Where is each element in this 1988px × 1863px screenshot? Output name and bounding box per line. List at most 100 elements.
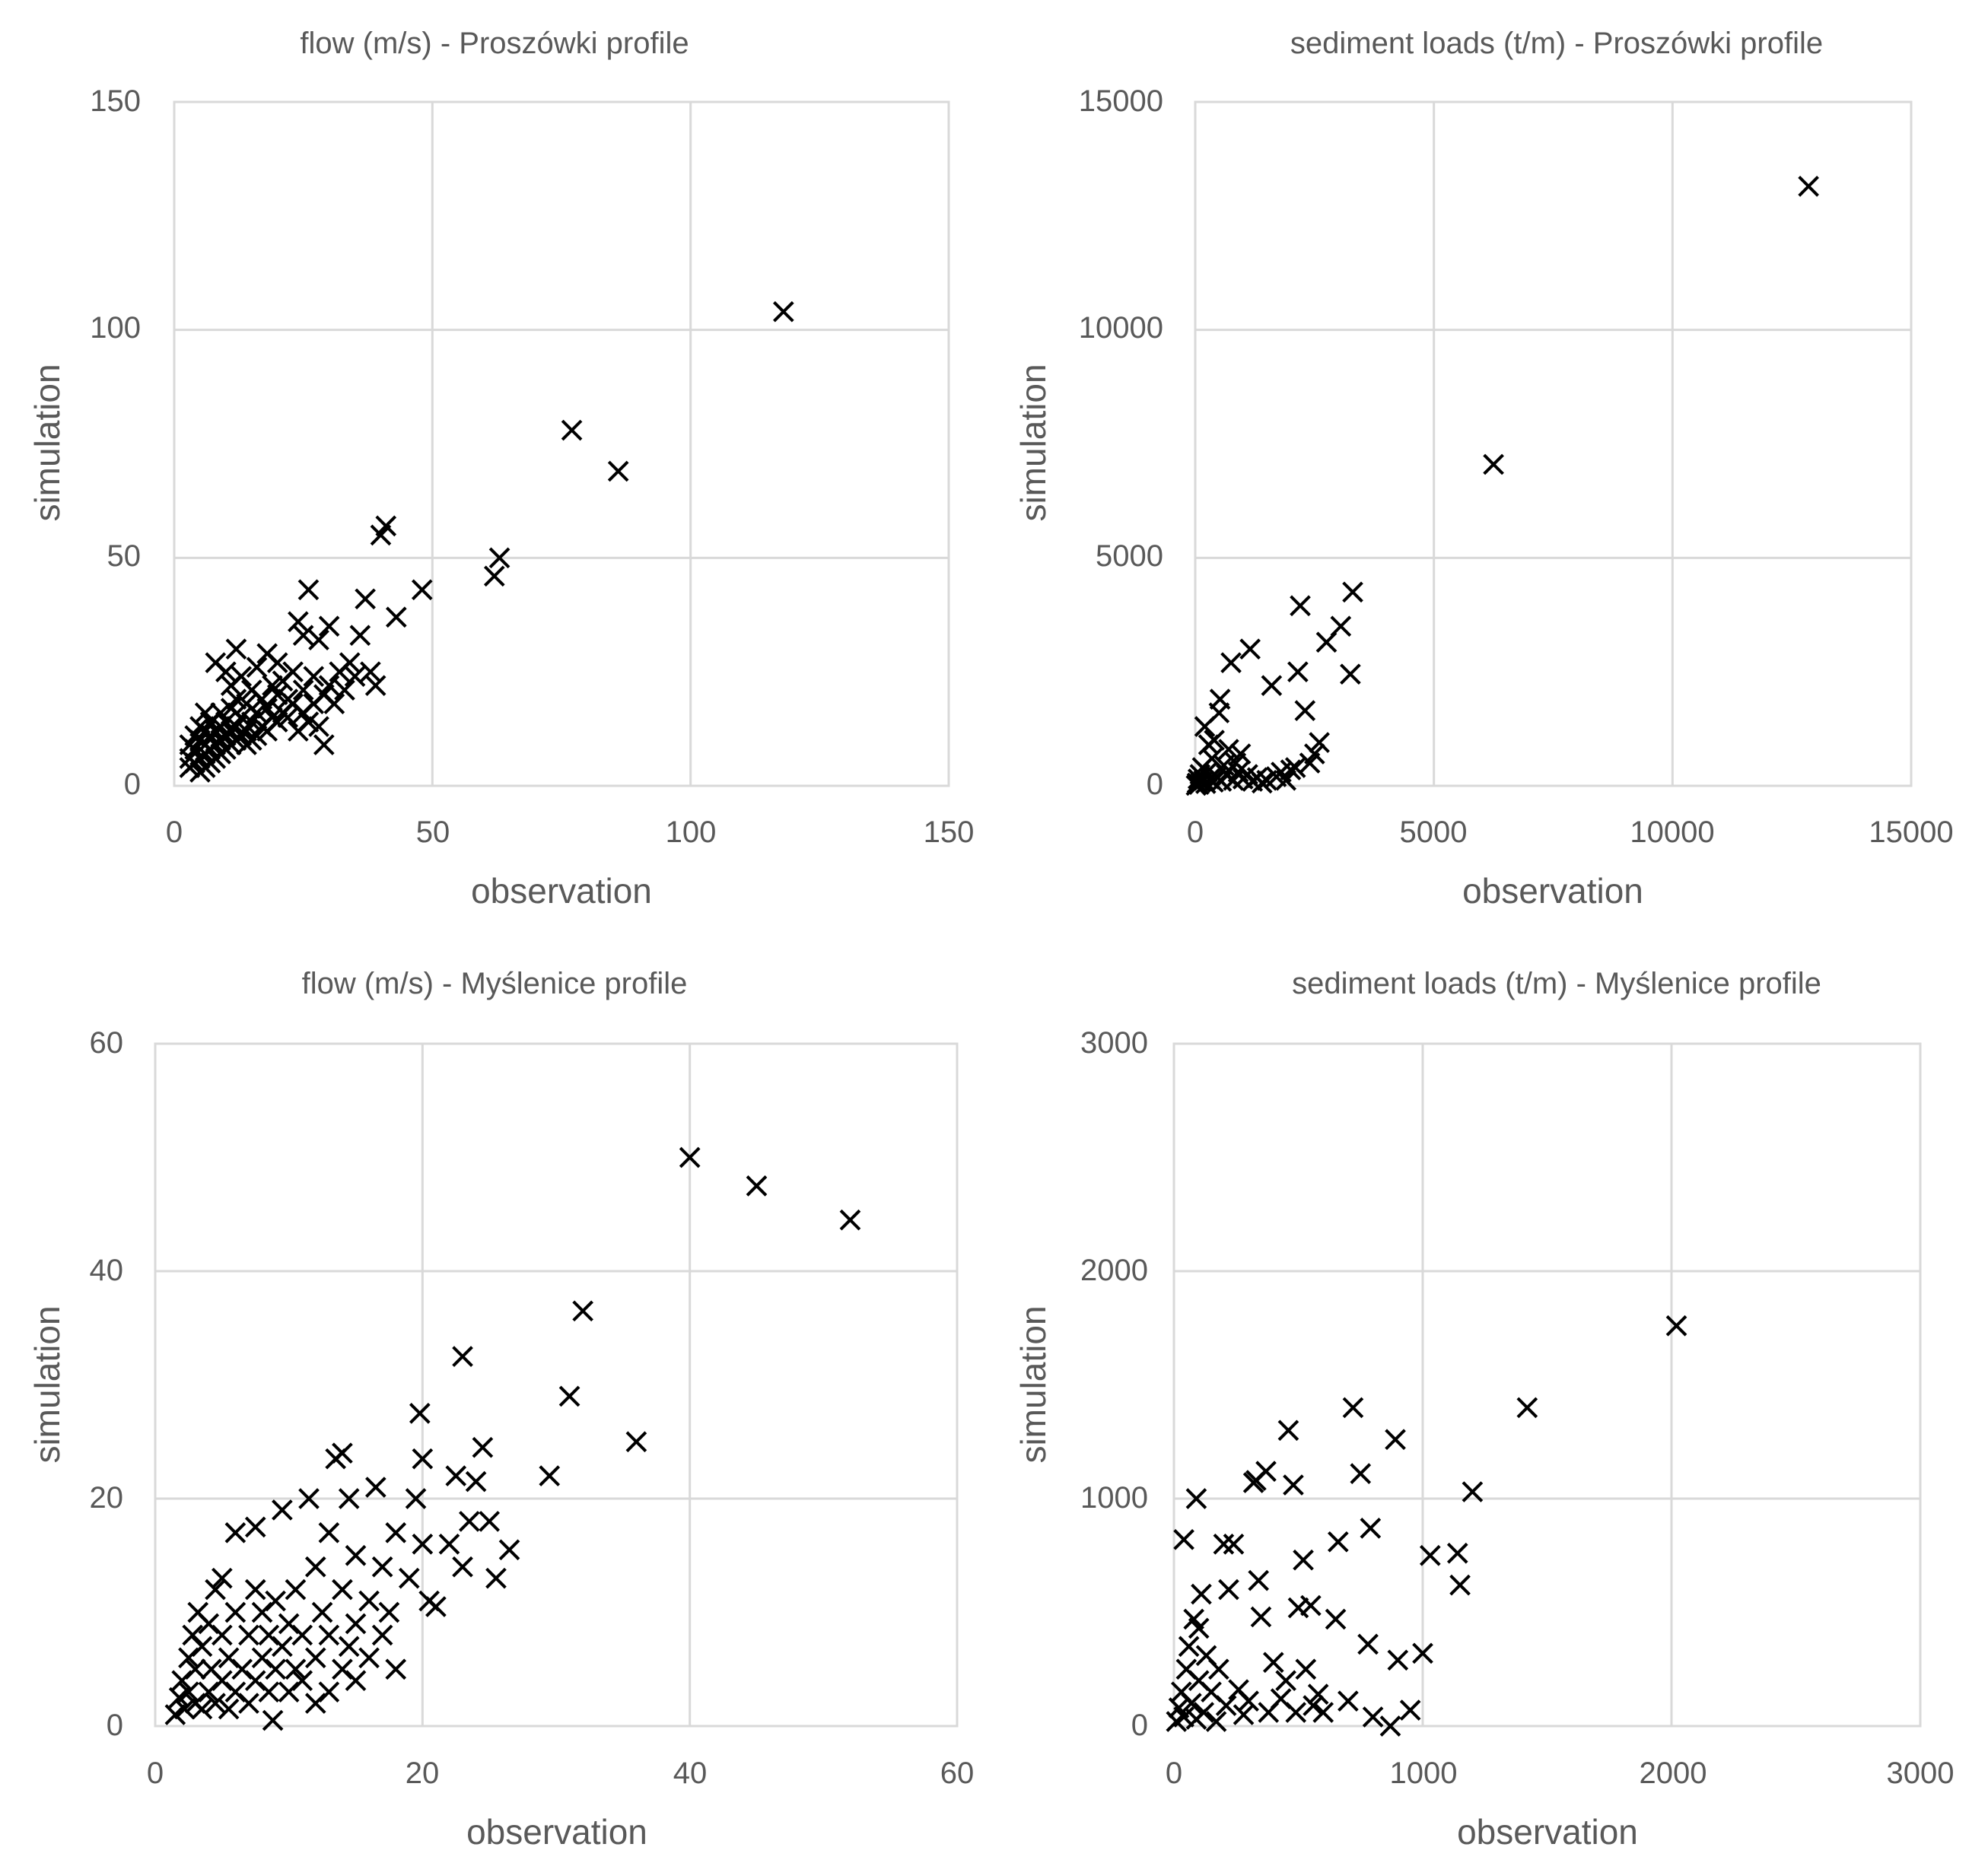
data-point [1340, 663, 1361, 685]
data-point [265, 1658, 286, 1680]
data-point [1275, 769, 1297, 791]
data-point [1330, 615, 1352, 637]
chart-flow-myslenice: flow (m/s) - Myślenice profile 0 20 40 6… [27, 967, 974, 1852]
data-point [303, 666, 325, 687]
plot-area-frame [154, 1042, 959, 1728]
data-point [266, 711, 288, 733]
data-point [332, 1578, 353, 1601]
data-point [291, 1624, 313, 1646]
data-point [225, 638, 247, 660]
data-point [1193, 1702, 1215, 1723]
x-tick-labels: 0 1000 2000 3000 [1166, 1756, 1955, 1790]
data-point [1300, 1594, 1322, 1617]
data-point [292, 625, 314, 647]
data-point [1262, 1652, 1284, 1674]
data-point [297, 579, 320, 601]
x-tick-label: 40 [673, 1756, 708, 1790]
data-point [1360, 1518, 1382, 1539]
data-point [345, 1613, 367, 1635]
x-tick-label: 0 [1166, 1756, 1182, 1790]
data-point [409, 1403, 431, 1424]
data-point [236, 720, 257, 742]
data-point [1287, 661, 1309, 682]
data-point [164, 1704, 186, 1725]
data-point [479, 1511, 500, 1532]
data-point [231, 666, 253, 687]
data-point [1250, 1606, 1272, 1628]
data-point [1248, 1569, 1270, 1591]
y-tick-labels: 0 5000 10000 15000 [1079, 84, 1163, 801]
y-axis-label: simulation [1013, 1305, 1053, 1463]
data-point [332, 1442, 353, 1464]
data-point [1379, 1715, 1401, 1737]
data-point [1183, 1608, 1204, 1630]
data-point [288, 611, 309, 633]
y-tick-labels: 0 1000 2000 3000 [1080, 1026, 1148, 1742]
y-tick-label: 15000 [1079, 84, 1163, 118]
x-tick-labels: 0 20 40 60 [147, 1756, 974, 1790]
x-axis-label: observation [466, 1812, 647, 1852]
gridlines [1194, 100, 1913, 787]
data-point [246, 702, 268, 723]
x-tick-label: 0 [166, 815, 183, 849]
data-point [412, 1448, 434, 1470]
plot-area-frame [1172, 1042, 1922, 1728]
data-point [1290, 595, 1311, 617]
data-point [1462, 1481, 1484, 1502]
x-tick-label: 50 [416, 815, 450, 849]
data-point [246, 657, 268, 679]
data-point [1178, 1636, 1200, 1658]
chart-title: sediment loads (t/m) - Myślenice profile [1292, 967, 1821, 1000]
data-point [425, 1596, 447, 1617]
data-point [485, 1567, 507, 1589]
chart-sediment-myslenice: sediment loads (t/m) - Myślenice profile… [1013, 967, 1955, 1852]
x-tick-label: 20 [406, 1756, 440, 1790]
x-tick-label: 10000 [1630, 815, 1714, 849]
data-point [218, 1698, 240, 1720]
chart-title: flow (m/s) - Proszówki profile [300, 27, 689, 60]
data-point [412, 1533, 434, 1555]
data-point [238, 1624, 259, 1646]
x-tick-label: 150 [924, 815, 975, 849]
data-point [1204, 730, 1225, 751]
y-tick-label: 5000 [1096, 539, 1163, 573]
data-point [215, 661, 237, 682]
data-point [1483, 453, 1504, 475]
data-point [1173, 1528, 1194, 1550]
data-point [1299, 752, 1321, 774]
data-point [607, 460, 629, 482]
data-point [1357, 1633, 1379, 1655]
data-point [1516, 1397, 1538, 1419]
data-point [1201, 748, 1223, 769]
data-point [1449, 1574, 1471, 1596]
data-point [265, 1590, 286, 1612]
y-tick-label: 1000 [1080, 1481, 1148, 1515]
data-point [1220, 652, 1242, 674]
data-point [318, 1681, 340, 1702]
data-point [488, 547, 511, 569]
data-point [445, 1465, 467, 1486]
data-point [1275, 1670, 1296, 1692]
y-tick-label: 20 [90, 1481, 124, 1515]
data-point [282, 661, 304, 682]
data-point [498, 1539, 520, 1561]
data-point [1238, 1690, 1259, 1712]
data-point [212, 1624, 233, 1646]
x-tick-labels: 0 5000 10000 15000 [1187, 815, 1954, 849]
y-axis-label: simulation [27, 1305, 67, 1463]
data-point [191, 1636, 213, 1658]
data-point [1218, 1578, 1239, 1601]
data-point [1387, 1649, 1409, 1671]
data-point [1294, 700, 1316, 721]
data-point [452, 1556, 473, 1578]
x-tick-label: 0 [147, 1756, 164, 1790]
data-point [225, 688, 247, 710]
data-point [224, 1522, 247, 1543]
data-point [1185, 1488, 1207, 1509]
data-point [1315, 631, 1338, 653]
data-point [375, 515, 397, 537]
data-point [378, 1601, 400, 1623]
data-point [483, 565, 505, 587]
data-point [472, 1436, 494, 1458]
